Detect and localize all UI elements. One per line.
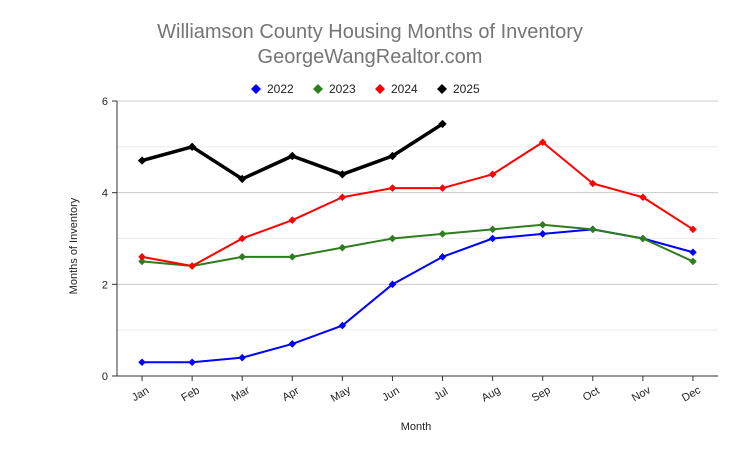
x-tick-label: Jul bbox=[432, 386, 450, 403]
data-point-2023 bbox=[538, 220, 547, 229]
data-point-2023 bbox=[138, 257, 146, 266]
legend-label: 2022 bbox=[267, 82, 294, 96]
x-tick-label: Feb bbox=[179, 384, 201, 404]
x-tick-label: Oct bbox=[581, 385, 602, 404]
data-point-2023 bbox=[588, 225, 597, 234]
y-axis-title: Months of Inventory bbox=[68, 197, 80, 294]
data-point-2022 bbox=[138, 358, 146, 367]
data-point-2022 bbox=[388, 280, 397, 289]
y-tick-label: 4 bbox=[102, 188, 108, 200]
data-point-2023 bbox=[288, 253, 297, 261]
data-point-2023 bbox=[338, 243, 347, 252]
data-point-2022 bbox=[188, 358, 196, 367]
legend-item-2024: 2024 bbox=[375, 82, 418, 96]
y-tick-label: 2 bbox=[102, 279, 108, 291]
x-axis-title: Month bbox=[401, 421, 432, 433]
legend-diamond-icon bbox=[375, 84, 385, 94]
data-point-2024 bbox=[138, 253, 146, 261]
series-line-2025 bbox=[141, 122, 444, 181]
data-point-2023 bbox=[639, 234, 647, 243]
x-tick-label: Jun bbox=[380, 385, 401, 404]
series-2025 bbox=[137, 119, 447, 184]
data-point-2024 bbox=[488, 170, 497, 179]
data-point-2024 bbox=[538, 138, 547, 147]
x-tick-label: Jan bbox=[130, 385, 151, 404]
data-point-2023 bbox=[689, 257, 697, 266]
y-tick-label: 6 bbox=[102, 96, 108, 108]
data-point-2022 bbox=[689, 248, 697, 257]
legend-diamond-icon bbox=[251, 84, 261, 94]
x-tick-label: Nov bbox=[630, 384, 653, 404]
data-point-2025 bbox=[338, 170, 347, 179]
x-tick-label: Mar bbox=[230, 384, 253, 404]
data-point-2025 bbox=[137, 156, 147, 165]
y-tick-label: 0 bbox=[102, 371, 108, 383]
data-point-2024 bbox=[288, 216, 297, 224]
legend: 2022 2023 2024 2025 bbox=[251, 82, 480, 96]
data-point-2024 bbox=[588, 179, 597, 188]
data-point-2025 bbox=[288, 151, 297, 161]
chart-subtitle: GeorgeWangRealtor.com bbox=[258, 46, 483, 68]
data-point-2025 bbox=[187, 142, 197, 152]
series-2023 bbox=[138, 220, 697, 270]
data-point-2024 bbox=[388, 184, 397, 192]
data-point-2023 bbox=[488, 225, 497, 234]
legend-label: 2024 bbox=[391, 82, 418, 96]
data-point-2022 bbox=[538, 230, 547, 238]
data-point-2024 bbox=[338, 193, 347, 202]
data-point-2022 bbox=[338, 321, 347, 330]
data-point-2024 bbox=[438, 184, 447, 192]
data-point-2025 bbox=[438, 119, 447, 129]
legend-diamond-icon bbox=[313, 84, 323, 94]
axes: 0 2 4 6 Jan Feb Mar Apr May Jun Jul Aug Sep Oct Nov Dec bbox=[102, 96, 718, 405]
data-point-2025 bbox=[238, 174, 247, 184]
x-tick-label: Apr bbox=[280, 385, 301, 404]
legend-diamond-icon bbox=[437, 84, 447, 94]
data-point-2022 bbox=[488, 234, 497, 243]
data-point-2022 bbox=[288, 340, 297, 348]
series-line-2023 bbox=[141, 223, 694, 267]
data-point-2024 bbox=[689, 225, 697, 234]
data-point-2023 bbox=[438, 230, 447, 238]
data-point-2022 bbox=[238, 353, 247, 362]
data-point-2022 bbox=[438, 253, 447, 261]
data-point-2024 bbox=[238, 234, 247, 243]
x-tick-label: Dec bbox=[680, 384, 703, 404]
data-point-2024 bbox=[188, 262, 196, 270]
data-point-2023 bbox=[388, 234, 397, 243]
legend-item-2025: 2025 bbox=[437, 82, 480, 96]
legend-label: 2023 bbox=[329, 82, 356, 96]
series-2022 bbox=[138, 225, 697, 367]
x-tick-label: May bbox=[329, 384, 353, 405]
gridlines bbox=[117, 100, 718, 331]
legend-item-2022: 2022 bbox=[251, 82, 294, 96]
series-2024 bbox=[138, 138, 697, 270]
legend-item-2023: 2023 bbox=[313, 82, 356, 96]
chart-title: Williamson County Housing Months of Inve… bbox=[157, 21, 583, 43]
data-point-2025 bbox=[388, 151, 397, 161]
x-tick-label: Aug bbox=[480, 384, 503, 404]
series-lines bbox=[137, 119, 697, 367]
data-point-2023 bbox=[238, 253, 247, 261]
x-tick-label: Sep bbox=[530, 384, 553, 404]
series-line-2024 bbox=[141, 141, 694, 267]
legend-label: 2025 bbox=[453, 82, 480, 96]
data-point-2024 bbox=[639, 193, 647, 202]
